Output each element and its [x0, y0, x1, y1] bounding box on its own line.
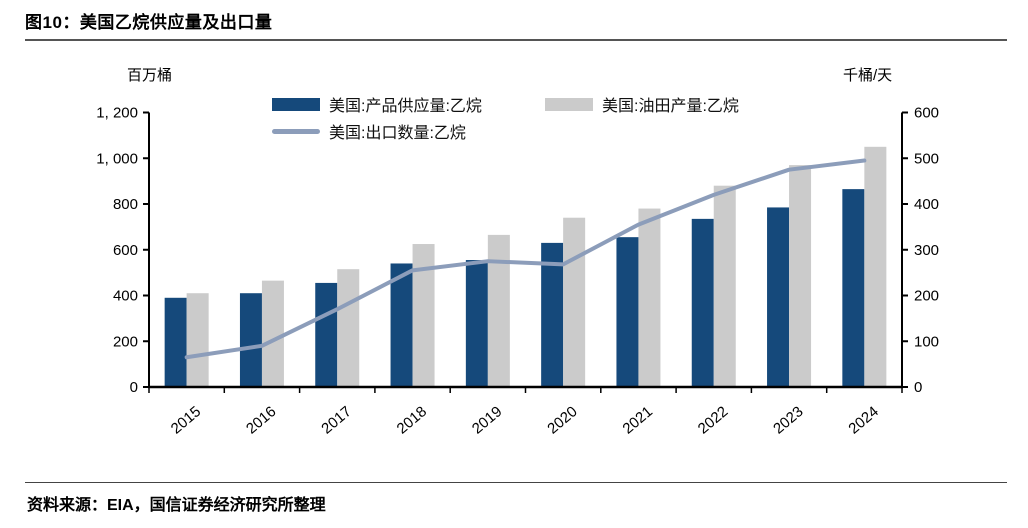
- supply-bar-2021: [616, 237, 639, 387]
- production-bar-2021: [638, 208, 661, 387]
- production-bar-2020: [563, 217, 586, 387]
- x-tick-label-2019: 2019: [469, 403, 505, 437]
- export-line: [184, 158, 867, 360]
- supply-bar-2015: [164, 297, 187, 387]
- production-bar-2016: [261, 280, 284, 387]
- production-bar-2024: [864, 146, 887, 387]
- title-divider: [25, 39, 1007, 41]
- left-axis-tick-label: 400: [113, 288, 138, 305]
- source-note: 资料来源：EIA，国信证券经济研究所整理: [27, 497, 326, 514]
- x-tick-label-2018: 2018: [394, 403, 430, 437]
- x-tick-label-2023: 2023: [770, 403, 806, 437]
- legend-swatch-supply-bar: [272, 97, 320, 111]
- x-tick-label-2022: 2022: [695, 403, 731, 437]
- legend-item-production: 美国:油田产量:乙烷: [545, 92, 739, 116]
- chart-canvas: 0 200 400 600 800 1, 000 1, 200 0 100 200 300 400 50…: [96, 105, 939, 438]
- right-axis-tick-label: 300: [914, 242, 939, 259]
- x-tick-label-2021: 2021: [620, 403, 656, 437]
- supply-bar-2022: [691, 218, 714, 387]
- x-tick-label-2024: 2024: [845, 403, 881, 437]
- left-axis-tick-label: 600: [113, 242, 138, 259]
- legend-swatch-export-line: [272, 128, 320, 134]
- production-bar-2023: [789, 165, 812, 387]
- left-axis-tick-label: 200: [113, 333, 138, 350]
- supply-bar-2024: [842, 189, 865, 387]
- x-tick-label-2017: 2017: [318, 403, 354, 437]
- supply-bar-2016: [239, 293, 262, 387]
- left-axis-tick-label: 1, 000: [96, 150, 138, 167]
- left-axis-unit-label: 百万桶: [127, 67, 173, 84]
- production-bar-2017: [337, 269, 360, 387]
- supply-bar-2019: [465, 260, 488, 387]
- supply-bar-2017: [315, 282, 338, 387]
- legend-label-production: 美国:油田产量:乙烷: [602, 98, 739, 115]
- right-axis-tick-label: 100: [914, 333, 939, 350]
- x-tick-label-2020: 2020: [544, 403, 580, 437]
- production-bar-2015: [186, 293, 209, 387]
- supply-bar-2018: [390, 263, 413, 387]
- right-axis-tick-label: 0: [914, 379, 922, 396]
- right-axis-unit-label: 千桶/天: [843, 67, 893, 84]
- ethane-supply-export-chart: 0 200 400 600 800 1, 000 1, 200 0 100 200 300 400 50…: [0, 50, 1028, 470]
- legend-label-supply: 美国:产品供应量:乙烷: [329, 98, 482, 115]
- production-bar-2018: [412, 244, 435, 387]
- legend-swatch-production-bar: [545, 97, 593, 111]
- x-tick-label-2016: 2016: [243, 403, 279, 437]
- legend-item-export: 美国:出口数量:乙烷: [272, 119, 466, 143]
- right-axis-tick-label: 200: [914, 288, 939, 305]
- legend-item-supply: 美国:产品供应量:乙烷: [272, 92, 482, 116]
- x-tick-label-2015: 2015: [168, 403, 204, 437]
- right-axis-tick-label: 400: [914, 196, 939, 213]
- right-axis-tick-label: 600: [914, 105, 939, 122]
- footer-divider: [25, 482, 1007, 483]
- left-axis-tick-label: 1, 200: [96, 105, 138, 122]
- figure-title: 图10：美国乙烷供应量及出口量: [25, 13, 273, 32]
- right-axis-tick-label: 500: [914, 150, 939, 167]
- production-bar-2022: [713, 185, 736, 387]
- supply-bar-2020: [541, 242, 564, 387]
- production-bar-2019: [487, 234, 510, 387]
- left-axis-tick-label: 800: [113, 196, 138, 213]
- left-axis-tick-label: 0: [130, 379, 138, 396]
- supply-bar-2023: [767, 207, 790, 387]
- legend-label-export: 美国:出口数量:乙烷: [329, 125, 466, 142]
